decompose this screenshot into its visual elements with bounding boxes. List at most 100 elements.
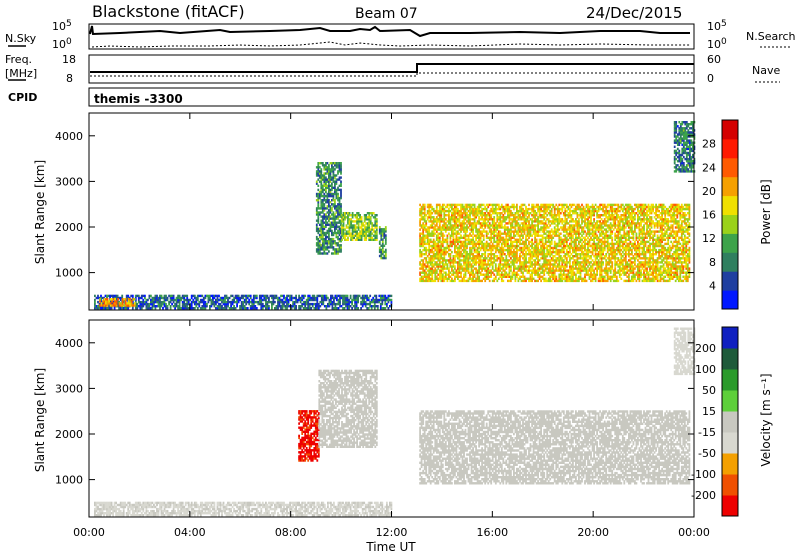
- data-cell-0-5: [475, 248, 477, 252]
- data-cell-0-0: [255, 294, 258, 298]
- data-cell-0-5: [579, 261, 582, 264]
- data-cell-0-5: [507, 214, 509, 217]
- data-cell-0-2: [332, 221, 335, 224]
- data-cell-0-5: [467, 277, 470, 280]
- data-cell-0-5: [435, 263, 438, 266]
- data-cell-0-5: [525, 265, 527, 268]
- data-cell-0-5: [485, 246, 488, 250]
- data-cell-0-5: [581, 248, 583, 252]
- data-cell-0-5: [511, 205, 514, 209]
- data-cell-0-5: [526, 261, 529, 264]
- data-cell-0-2: [335, 196, 338, 200]
- data-cell-0-3: [374, 234, 377, 237]
- data-cell-0-5: [452, 279, 455, 283]
- data-cell-0-5: [507, 263, 509, 266]
- data-cell-0-5: [443, 216, 446, 219]
- data-cell-0-5: [503, 273, 506, 276]
- data-cell-0-2: [335, 211, 338, 214]
- data-cell-0-5: [505, 203, 508, 207]
- data-cell-0-5: [488, 226, 491, 229]
- data-cell-0-2: [323, 178, 326, 181]
- data-cell-0-5: [525, 214, 527, 217]
- data-cell-0-0: [252, 298, 255, 302]
- data-cell-0-2: [325, 164, 327, 167]
- data-cell-0-2: [329, 194, 332, 198]
- data-cell-0-3: [359, 232, 361, 235]
- data-cell-0-0: [249, 294, 252, 298]
- data-cell-0-5: [420, 238, 423, 241]
- data-cell-0-0: [251, 305, 254, 308]
- data-cell-0-2: [326, 170, 329, 173]
- data-cell-0-5: [546, 261, 549, 264]
- data-cell-0-1: [106, 300, 109, 303]
- data-cell-0-5: [528, 248, 530, 252]
- data-cell-0-1: [108, 302, 110, 305]
- data-cell-0-5: [449, 271, 452, 274]
- data-cell-0-5: [478, 263, 480, 266]
- data-cell-0-5: [567, 234, 570, 237]
- data-cell-0-5: [514, 255, 517, 258]
- data-cell-0-5: [469, 214, 471, 217]
- data-cell-0-0: [140, 302, 143, 306]
- data-cell-0-5: [565, 250, 568, 254]
- data-cell-0-5: [537, 269, 539, 272]
- data-cell-0-5: [543, 218, 546, 221]
- nsky-label: N.Sky: [5, 32, 37, 45]
- data-cell-0-5: [507, 244, 509, 248]
- data-cell-0-1: [120, 304, 123, 307]
- data-cell-0-5: [528, 271, 530, 274]
- data-cell-0-0: [277, 305, 279, 308]
- data-cell-0-5: [457, 265, 459, 268]
- data-cell-0-0: [166, 298, 169, 302]
- data-cell-0-5: [575, 207, 577, 211]
- data-cell-0-5: [432, 216, 435, 219]
- data-cell-0-2: [318, 207, 321, 210]
- data-cell-0-5: [503, 209, 506, 213]
- data-cell-0-5: [528, 259, 530, 262]
- data-cell-0-0: [339, 302, 341, 306]
- data-cell-0-0: [339, 298, 341, 302]
- data-cell-0-5: [547, 203, 550, 207]
- data-cell-0-5: [479, 222, 482, 225]
- data-cell-0-5: [535, 230, 538, 233]
- data-cell-0-0: [233, 298, 235, 302]
- data-cell-0-3: [362, 228, 365, 231]
- data-cell-0-2: [321, 199, 324, 202]
- data-cell-0-0: [177, 298, 179, 302]
- data-cell-0-5: [569, 220, 571, 223]
- data-cell-0-5: [496, 271, 499, 274]
- data-cell-0-3: [363, 224, 366, 227]
- data-cell-0-0: [222, 296, 225, 300]
- data-cell-0-5: [523, 277, 526, 280]
- data-cell-0-5: [484, 253, 487, 256]
- data-cell-0-0: [236, 298, 238, 302]
- data-cell-0-5: [457, 277, 459, 280]
- data-cell-0-0: [116, 305, 119, 308]
- data-cell-0-2: [340, 248, 342, 251]
- data-cell-0-3: [363, 220, 366, 223]
- data-cell-0-0: [381, 296, 384, 300]
- data-cell-0-2: [340, 223, 342, 226]
- data-cell-0-0: [148, 307, 151, 310]
- data-cell-0-5: [578, 232, 580, 235]
- data-cell-0-5: [419, 218, 421, 221]
- data-cell-0-5: [485, 248, 488, 252]
- data-cell-0-5: [454, 275, 456, 278]
- data-cell-0-1: [106, 298, 109, 301]
- data-cell-0-5: [500, 203, 503, 207]
- data-cell-0-5: [481, 203, 483, 207]
- data-cell-0-0: [286, 294, 288, 298]
- data-cell-0-5: [438, 226, 441, 229]
- data-cell-0-5: [572, 263, 574, 266]
- data-cell-0-5: [472, 259, 474, 262]
- data-cell-0-2: [337, 235, 339, 239]
- data-cell-0-5: [552, 277, 555, 280]
- data-cell-0-5: [534, 253, 536, 256]
- data-cell-0-0: [348, 307, 350, 310]
- data-cell-0-5: [494, 222, 497, 225]
- data-cell-0-4: [384, 240, 387, 243]
- data-cell-0-0: [346, 298, 349, 302]
- data-cell-0-5: [466, 220, 468, 223]
- data-cell-0-2: [340, 203, 342, 206]
- data-cell-0-5: [460, 209, 462, 213]
